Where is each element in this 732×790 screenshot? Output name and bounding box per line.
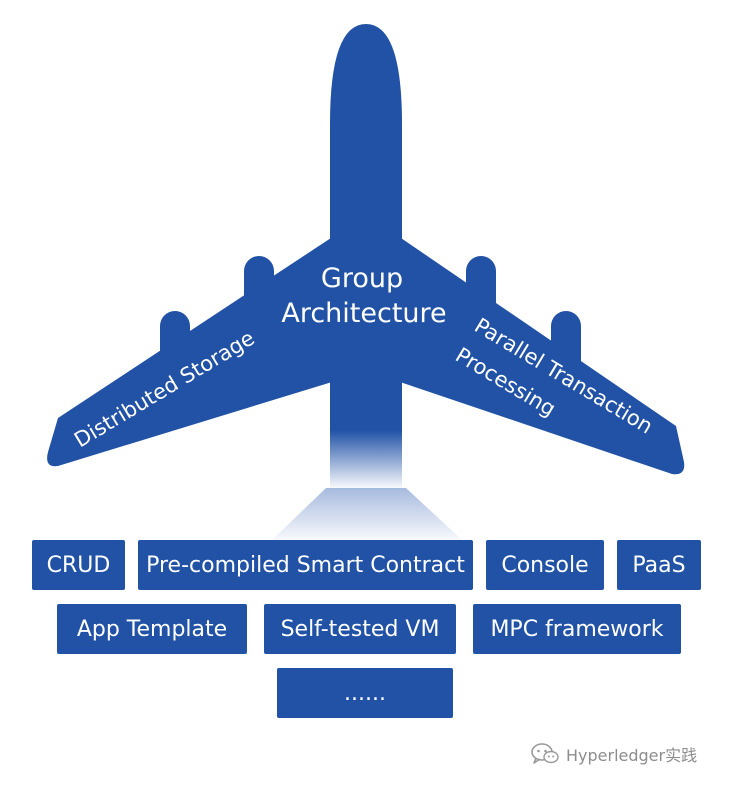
module-app-template: App Template <box>57 604 247 654</box>
module-console: Console <box>486 540 604 590</box>
module-label: CRUD <box>46 552 111 578</box>
right-wing <box>398 236 685 475</box>
module-label: MPC framework <box>490 616 664 642</box>
module-more: ...... <box>277 668 453 718</box>
module-label: Console <box>501 552 589 578</box>
module-label: ...... <box>344 680 386 706</box>
module-paas: PaaS <box>617 540 701 590</box>
module-self-tested-vm: Self-tested VM <box>264 604 456 654</box>
fuselage <box>330 24 402 400</box>
module-label: App Template <box>76 616 228 642</box>
watermark: Hyperledger实践 <box>530 742 697 766</box>
fuselage-tail <box>330 398 402 490</box>
module-precompiled-smart-contract: Pre-compiled Smart Contract <box>138 540 473 590</box>
left-wing <box>47 236 334 467</box>
module-crud: CRUD <box>32 540 125 590</box>
center-label-line1: Group <box>321 263 403 294</box>
center-label-line2: Architecture <box>281 298 446 329</box>
module-label: PaaS <box>632 552 686 578</box>
module-label: Self-tested VM <box>280 616 440 642</box>
wechat-icon <box>531 743 559 764</box>
module-label: Pre-compiled Smart Contract <box>146 552 465 578</box>
watermark-text: Hyperledger实践 <box>566 746 698 765</box>
module-mpc-framework: MPC framework <box>473 604 681 654</box>
light-beam <box>272 488 462 540</box>
